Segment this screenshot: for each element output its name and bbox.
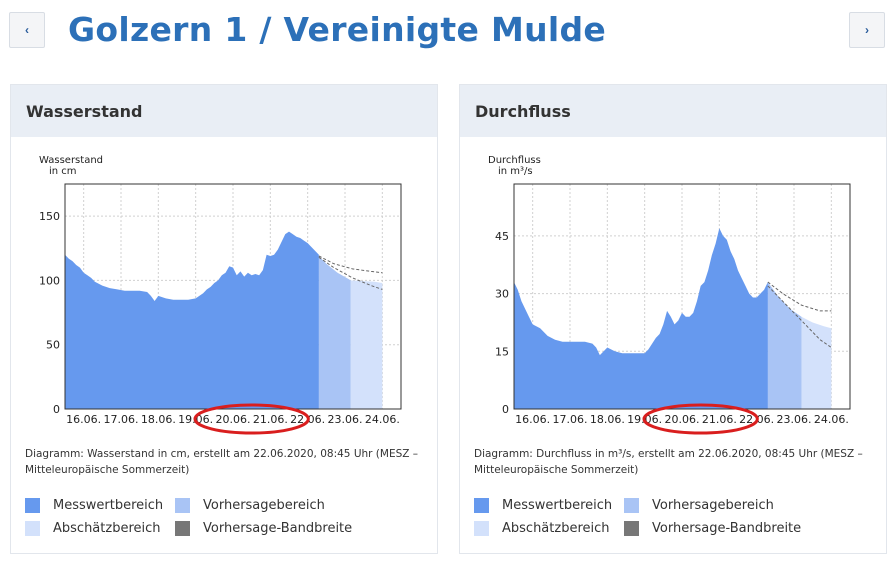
legend-label: Messwertbereich: [53, 498, 164, 513]
plot-frame: [64, 183, 402, 410]
date-highlight-ellipse: [193, 403, 310, 435]
x-tick-label: 24.06.: [365, 413, 400, 426]
y-axis-label: Wasserstand: [39, 155, 103, 166]
chart-caption: Diagramm: Durchfluss in m³/s, erstellt a…: [474, 448, 863, 476]
legend-item-measured: Messwertbereich: [474, 498, 612, 513]
chevron-left-icon: ‹: [25, 23, 29, 37]
y-axis-unit: in cm: [49, 166, 77, 177]
y-tick-label: 50: [46, 339, 60, 352]
legend-item-band: Vorhersage-Bandbreite: [175, 521, 352, 536]
forecast-band-upper: [318, 255, 383, 274]
measured-area: [65, 231, 319, 409]
legend-swatch: [624, 498, 639, 513]
legend-label: Vorhersagebereich: [652, 498, 774, 513]
card-durchfluss: Durchfluss Durchfluss in m³/s 0 15 30 45 16.06…: [459, 84, 887, 554]
chart-caption: Diagramm: Wasserstand in cm, erstellt am…: [25, 448, 419, 476]
plot-frame: [513, 183, 851, 410]
estimate-area: [350, 280, 383, 409]
card-heading: Durchfluss: [460, 85, 886, 137]
y-tick-label: 45: [495, 230, 509, 243]
legend-item-band: Vorhersage-Bandbreite: [624, 521, 801, 536]
legend-swatch: [474, 521, 489, 536]
x-tick-label: 23.06.: [777, 413, 812, 426]
estimate-area: [801, 316, 832, 409]
next-station-button[interactable]: ›: [849, 12, 885, 48]
forecast-band-lower: [318, 256, 383, 290]
legend-swatch: [175, 498, 190, 513]
chevron-right-icon: ›: [865, 23, 869, 37]
legend-item-measured: Messwertbereich: [25, 498, 163, 513]
page-title: Golzern 1 / Vereinigte Mulde: [68, 10, 607, 49]
legend-swatch: [474, 498, 489, 513]
x-tick-label: 16.06.: [515, 413, 550, 426]
legend-swatch: [25, 521, 40, 536]
legend-label: Messwertbereich: [502, 498, 613, 513]
previous-station-button[interactable]: ‹: [9, 12, 45, 48]
x-tick-label: 23.06.: [328, 413, 363, 426]
legend-item-estimate: Abschätzbereich: [474, 521, 610, 536]
x-tick-label: 18.06.: [590, 413, 625, 426]
forecast-band-upper: [767, 281, 832, 312]
x-tick-label: 21.06.: [702, 413, 737, 426]
legend-item-forecast: Vorhersagebereich: [175, 498, 325, 513]
x-tick-label: 16.06.: [66, 413, 101, 426]
y-tick-label: 30: [495, 288, 509, 301]
date-highlight-ellipse: [642, 403, 759, 435]
card-heading: Wasserstand: [11, 85, 437, 137]
legend-swatch: [175, 521, 190, 536]
y-tick-label: 15: [495, 345, 509, 358]
legend-label: Vorhersagebereich: [203, 498, 325, 513]
legend-label: Vorhersage-Bandbreite: [203, 521, 353, 536]
legend-item-estimate: Abschätzbereich: [25, 521, 161, 536]
x-tick-label: 17.06.: [553, 413, 588, 426]
card-wasserstand: Wasserstand Wasserstand in cm 0 50 100 150 16.…: [10, 84, 438, 554]
y-tick-label: 0: [502, 403, 509, 416]
legend-swatch: [624, 521, 639, 536]
x-tick-label: 17.06.: [104, 413, 139, 426]
legend-label: Vorhersage-Bandbreite: [652, 521, 802, 536]
x-tick-label: 20.06.: [216, 413, 251, 426]
x-tick-label: 21.06.: [253, 413, 288, 426]
y-axis-unit: in m³/s: [498, 166, 533, 177]
legend-label: Abschätzbereich: [502, 521, 610, 536]
y-tick-label: 0: [53, 403, 60, 416]
x-tick-label: 24.06.: [814, 413, 849, 426]
x-tick-label: 20.06.: [665, 413, 700, 426]
measured-area: [514, 228, 768, 409]
forecast-area: [318, 256, 351, 409]
y-axis-label: Durchfluss: [488, 155, 541, 166]
legend-item-forecast: Vorhersagebereich: [624, 498, 774, 513]
y-tick-label: 150: [39, 210, 60, 223]
y-tick-label: 100: [39, 274, 60, 287]
x-tick-label: 18.06.: [141, 413, 176, 426]
legend-swatch: [25, 498, 40, 513]
legend-label: Abschätzbereich: [53, 521, 161, 536]
forecast-area: [767, 282, 802, 409]
